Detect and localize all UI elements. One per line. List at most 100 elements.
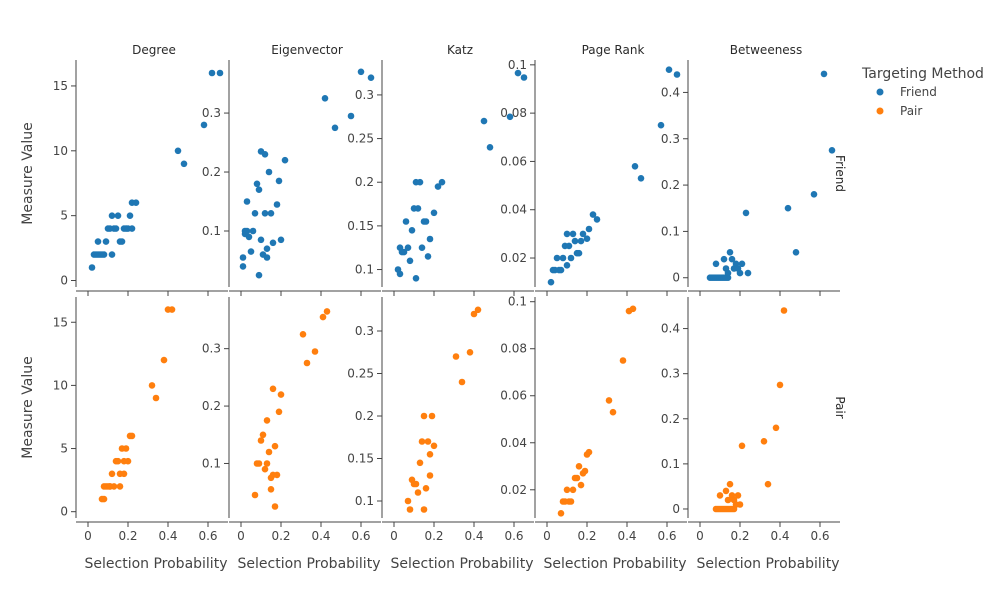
data-point-pair-eigenvector	[263, 417, 271, 424]
data-point-pair-betweeness	[726, 480, 734, 488]
data-point-pair-page-rank	[557, 510, 565, 517]
x-tick-label: 0.2	[730, 529, 749, 543]
data-point-pair-page-rank	[619, 357, 627, 364]
data-point-friend-eigenvector	[255, 271, 263, 279]
data-point-pair-katz	[418, 438, 426, 445]
data-point-friend-page-rank	[665, 66, 673, 73]
data-point-pair-katz	[426, 451, 434, 458]
row-title-friend: Friend	[833, 155, 847, 192]
y-tick-label: 5	[60, 442, 68, 456]
y-tick-label: 0.1	[508, 295, 527, 309]
data-point-friend-betweeness	[792, 249, 800, 256]
data-point-friend-eigenvector	[243, 198, 251, 205]
data-point-friend-degree	[114, 212, 122, 219]
data-point-friend-eigenvector	[261, 210, 269, 217]
data-point-friend-page-rank	[589, 211, 597, 218]
data-point-pair-page-rank	[609, 408, 617, 416]
y-tick-label: 0.1	[202, 456, 221, 470]
data-point-pair-betweeness	[734, 492, 742, 499]
y-tick-label: 0.1	[661, 224, 680, 238]
data-point-pair-katz	[416, 459, 424, 467]
data-point-friend-katz	[402, 218, 410, 225]
y-tick-label: 0.25	[347, 367, 374, 381]
data-point-friend-eigenvector	[253, 180, 261, 188]
data-point-friend-degree	[208, 69, 216, 77]
data-point-friend-page-rank	[547, 278, 555, 286]
data-point-friend-degree	[112, 225, 120, 232]
data-point-friend-page-rank	[575, 249, 583, 257]
data-point-friend-page-rank	[571, 237, 579, 245]
y-axis-title: Measure Value	[20, 356, 36, 458]
y-axis-title: Measure Value	[20, 122, 36, 224]
data-point-pair-betweeness	[738, 442, 746, 450]
data-point-friend-page-rank	[567, 254, 575, 262]
y-tick-label: 0.2	[661, 178, 680, 192]
data-point-friend-page-rank	[585, 225, 593, 233]
legend-marker-pair	[876, 107, 884, 115]
legend-label-pair: Pair	[900, 104, 922, 118]
x-tick-label: 0.2	[271, 529, 290, 543]
x-tick-label: 0.6	[657, 529, 676, 543]
y-tick-label: 0.15	[347, 219, 374, 233]
data-point-pair-katz	[474, 306, 482, 314]
data-point-pair-katz	[452, 353, 460, 360]
data-point-pair-degree	[160, 356, 168, 364]
data-point-pair-degree	[168, 306, 176, 313]
x-tick-label: 0.4	[311, 529, 330, 543]
x-tick-label: 0	[237, 529, 245, 543]
y-tick-label: 0	[60, 505, 68, 519]
data-point-friend-eigenvector	[255, 186, 263, 193]
data-point-friend-katz	[430, 209, 438, 217]
data-point-pair-page-rank	[575, 463, 583, 470]
data-point-friend-page-rank	[637, 175, 645, 182]
data-point-friend-katz	[426, 235, 434, 243]
column-title-degree: Degree	[132, 43, 176, 57]
data-point-friend-betweeness	[712, 260, 720, 268]
x-axis-title: Selection Probability	[544, 556, 687, 572]
data-point-pair-katz	[412, 480, 420, 488]
data-point-friend-katz	[434, 183, 442, 190]
data-point-friend-betweeness	[736, 269, 744, 277]
data-point-friend-eigenvector	[269, 239, 277, 247]
data-point-friend-eigenvector	[251, 210, 259, 217]
data-point-friend-eigenvector	[347, 112, 355, 120]
y-tick-label: 15	[53, 315, 68, 329]
data-point-friend-degree	[108, 212, 116, 219]
y-tick-label: 0.1	[508, 58, 527, 72]
data-point-friend-page-rank	[577, 237, 585, 245]
data-point-friend-katz	[404, 244, 412, 251]
data-point-friend-eigenvector	[331, 124, 339, 132]
data-point-pair-eigenvector	[323, 308, 331, 315]
data-point-pair-degree	[116, 483, 124, 490]
data-point-pair-eigenvector	[269, 385, 277, 393]
data-point-friend-katz	[406, 257, 414, 265]
x-tick-label: 0.4	[617, 529, 636, 543]
y-tick-label: 0.3	[355, 324, 374, 338]
data-point-friend-eigenvector	[357, 68, 365, 76]
x-axis-title: Selection Probability	[238, 556, 381, 572]
data-point-friend-eigenvector	[275, 177, 283, 185]
data-point-pair-eigenvector	[271, 442, 279, 450]
data-point-pair-degree	[148, 382, 156, 389]
data-point-pair-eigenvector	[319, 313, 327, 321]
data-point-friend-eigenvector	[321, 95, 329, 102]
data-point-pair-katz	[458, 378, 466, 386]
data-point-pair-eigenvector	[299, 331, 307, 338]
data-point-friend-katz	[506, 113, 514, 121]
data-point-pair-eigenvector	[273, 471, 281, 479]
data-point-friend-betweeness	[810, 191, 818, 198]
data-point-friend-katz	[416, 178, 424, 186]
y-tick-label: 0	[60, 274, 68, 288]
x-tick-label: 0.6	[504, 529, 523, 543]
x-tick-label: 0.2	[424, 529, 443, 543]
data-point-friend-katz	[520, 74, 528, 81]
data-point-pair-katz	[414, 489, 422, 496]
data-point-friend-eigenvector	[263, 254, 271, 261]
data-point-pair-betweeness	[772, 424, 780, 432]
data-point-friend-page-rank	[553, 254, 561, 262]
data-point-friend-katz	[480, 117, 488, 125]
data-point-friend-katz	[422, 218, 430, 225]
data-point-pair-page-rank	[629, 305, 637, 313]
data-point-pair-eigenvector	[303, 359, 311, 367]
